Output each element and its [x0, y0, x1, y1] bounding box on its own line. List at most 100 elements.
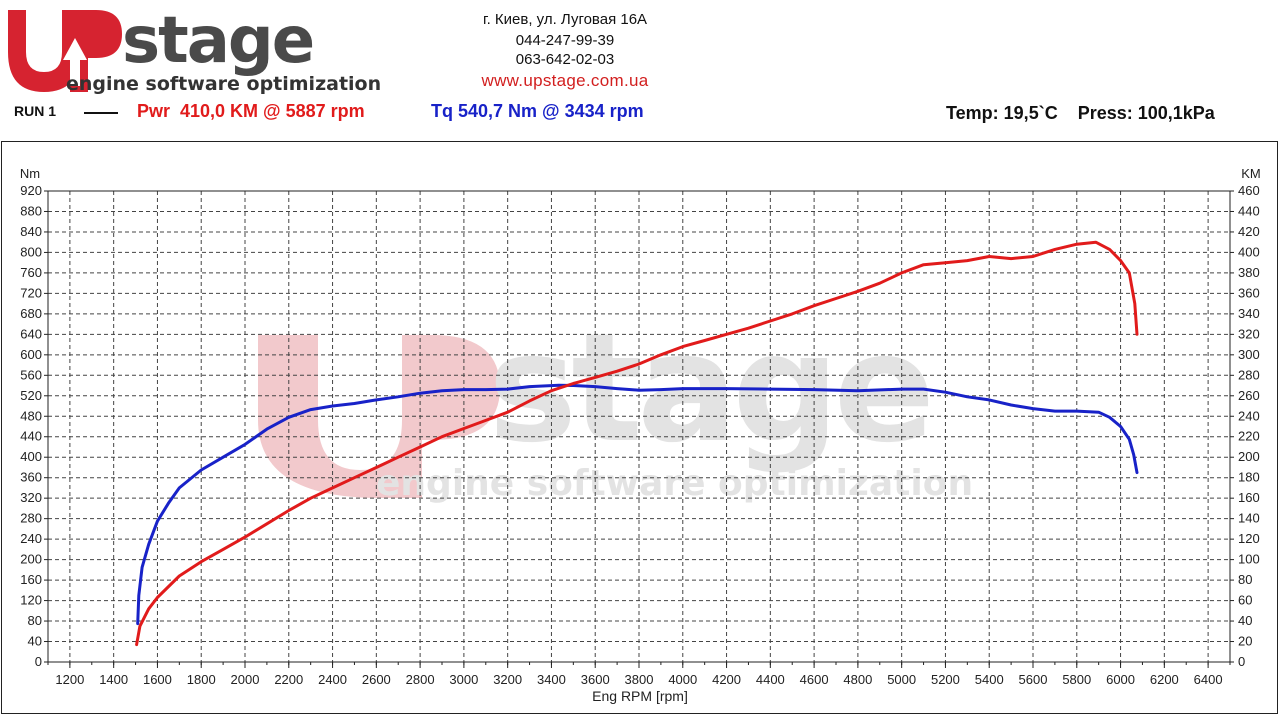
x-tick-label: 2400: [318, 672, 347, 687]
x-tick-label: 5600: [1019, 672, 1048, 687]
y-left-tick-label: 720: [20, 285, 42, 300]
torque-summary: Tq 540,7 Nm @ 3434 rpm: [431, 101, 644, 121]
y-right-tick-label: 80: [1238, 572, 1252, 587]
y-left-tick-label: 640: [20, 326, 42, 341]
y-right-tick-label: 360: [1238, 285, 1260, 300]
plot-border: [47, 190, 1231, 663]
x-tick-label: 2000: [231, 672, 260, 687]
y-right-tick-label: 340: [1238, 306, 1260, 321]
y-left-tick-label: 560: [20, 367, 42, 382]
x-tick-label: 6000: [1106, 672, 1135, 687]
x-tick-label: 4600: [800, 672, 829, 687]
y-right-tick-label: 140: [1238, 511, 1260, 526]
y-right-tick-label: 60: [1238, 593, 1252, 608]
x-tick-label: 2200: [274, 672, 303, 687]
x-tick-label: 2600: [362, 672, 391, 687]
run-label: RUN 1: [14, 103, 57, 119]
y-left-tick-label: 0: [35, 654, 42, 669]
y-right-tick-label: 380: [1238, 265, 1260, 280]
y-left-tick-label: 440: [20, 429, 42, 444]
y-left-tick-label: 80: [28, 613, 42, 628]
y-left-tick-label: 320: [20, 490, 42, 505]
y-left-tick-label: 760: [20, 265, 42, 280]
y-left-tick-label: 40: [28, 634, 42, 649]
y-right-tick-label: 420: [1238, 224, 1260, 239]
y-right-tick-label: 100: [1238, 552, 1260, 567]
y-right-tick-label: 220: [1238, 429, 1260, 444]
x-tick-label: 1400: [99, 672, 128, 687]
y-left-tick-label: 240: [20, 531, 42, 546]
series-layer: [135, 240, 1139, 647]
x-tick-label: 3400: [537, 672, 566, 687]
x-tick-label: 2800: [406, 672, 435, 687]
y-left-tick-label: 480: [20, 408, 42, 423]
x-tick-label: 4000: [668, 672, 697, 687]
x-tick-label: 1800: [187, 672, 216, 687]
y-right-tick-label: 20: [1238, 634, 1252, 649]
logo-mark: [8, 10, 122, 92]
x-tick-label: 4800: [843, 672, 872, 687]
y-left-tick-label: 280: [20, 511, 42, 526]
y-right-tick-label: 260: [1238, 388, 1260, 403]
x-tick-label: 3800: [625, 672, 654, 687]
x-tick-label: 5200: [931, 672, 960, 687]
y-right-tick-label: 120: [1238, 531, 1260, 546]
watermark-tagline: engine software optimization: [376, 463, 973, 504]
y-right-tick-label: 300: [1238, 347, 1260, 362]
y-left-axis-label: Nm: [20, 166, 40, 181]
power-summary: Pwr 410,0 KM @ 5887 rpm: [137, 101, 365, 121]
y-left-tick-label: 880: [20, 203, 42, 218]
x-tick-label: 6200: [1150, 672, 1179, 687]
y-left-tick-label: 200: [20, 552, 42, 567]
x-tick-label: 3600: [581, 672, 610, 687]
grid: [48, 190, 1230, 662]
y-right-tick-label: 280: [1238, 367, 1260, 382]
x-tick-label: 1600: [143, 672, 172, 687]
phone-1: 044-247-99-39: [515, 32, 615, 49]
conditions-info: Temp: 19,5`C Press: 100,1kPa: [946, 103, 1215, 123]
y-right-tick-label: 440: [1238, 203, 1260, 218]
run-line-swatch: [84, 112, 118, 114]
y-left-tick-label: 160: [20, 572, 42, 587]
y-left-tick-label: 840: [20, 224, 42, 239]
series-line-tq: [136, 383, 1139, 626]
x-tick-label: 5400: [975, 672, 1004, 687]
x-tick-label: 3000: [449, 672, 478, 687]
y-right-tick-label: 400: [1238, 244, 1260, 259]
y-right-tick-label: 180: [1238, 470, 1260, 485]
x-axis-label: Eng RPM [rpm]: [592, 688, 688, 704]
x-tick-label: 6400: [1194, 672, 1223, 687]
y-left-tick-label: 520: [20, 388, 42, 403]
upstage-logo: stage engine software optimization: [8, 4, 381, 95]
address-text: г. Киев, ул. Луговая 16А: [482, 11, 648, 28]
y-left-tick-label: 680: [20, 306, 42, 321]
watermark: stage engine software optimization: [258, 302, 973, 504]
website-link[interactable]: www.upstage.com.ua: [481, 71, 649, 90]
x-tick-label: 4400: [756, 672, 785, 687]
phone-2: 063-642-02-03: [515, 51, 615, 68]
logo-word: stage: [122, 4, 313, 78]
y-right-tick-label: 160: [1238, 490, 1260, 505]
y-right-tick-label: 240: [1238, 408, 1260, 423]
y-right-tick-label: 320: [1238, 326, 1260, 341]
y-left-tick-label: 360: [20, 470, 42, 485]
y-left-tick-label: 400: [20, 449, 42, 464]
y-left-tick-label: 920: [20, 183, 42, 198]
y-right-tick-label: 200: [1238, 449, 1260, 464]
x-tick-label: 4200: [712, 672, 741, 687]
y-left-tick-label: 800: [20, 244, 42, 259]
watermark-mark: [258, 335, 500, 498]
y-left-tick-label: 120: [20, 593, 42, 608]
x-tick-label: 5000: [887, 672, 916, 687]
y-right-axis-label: KM: [1241, 166, 1261, 181]
y-right-tick-label: 40: [1238, 613, 1252, 628]
x-tick-label: 1200: [55, 672, 84, 687]
x-tick-label: 5800: [1062, 672, 1091, 687]
logo-tagline: engine software optimization: [66, 73, 381, 95]
y-left-tick-label: 600: [20, 347, 42, 362]
y-right-tick-label: 0: [1238, 654, 1245, 669]
axes: 0408012016020024028032036040044048052056…: [20, 166, 1261, 704]
x-tick-label: 3200: [493, 672, 522, 687]
series-line-pwr: [135, 240, 1139, 647]
